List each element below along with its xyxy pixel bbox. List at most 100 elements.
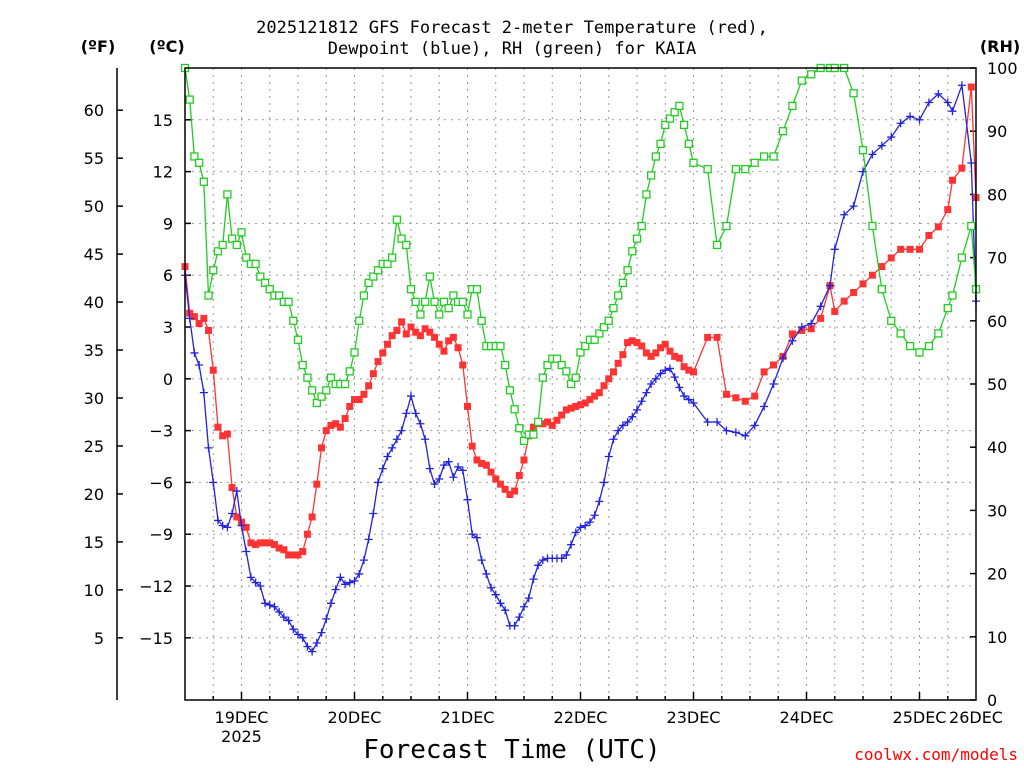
dewpoint-point xyxy=(524,594,533,603)
rh-point xyxy=(519,436,529,446)
rh-point xyxy=(345,367,354,376)
temperature-point xyxy=(770,361,778,369)
dewpoint-point xyxy=(680,392,689,401)
temperature-point xyxy=(487,468,495,476)
temperature-point xyxy=(868,271,876,279)
temperature-point xyxy=(398,318,406,326)
rh-point xyxy=(741,164,750,174)
fahrenheit-unit-label: (ºF) xyxy=(81,37,116,56)
temperature-point xyxy=(445,337,453,345)
dewpoint-point xyxy=(722,426,731,435)
rh-point xyxy=(505,386,515,395)
rh-tick-label: 60 xyxy=(987,312,1007,331)
temperature-point xyxy=(605,375,613,383)
rh-point xyxy=(529,430,538,439)
temperature-point xyxy=(647,352,655,360)
dewpoint-point xyxy=(896,119,905,128)
dewpoint-point xyxy=(213,516,222,525)
temperature-point xyxy=(685,366,693,374)
rh-point xyxy=(759,152,769,161)
rh-point xyxy=(242,253,251,262)
f-tick-label: 15 xyxy=(84,533,104,552)
rh-point xyxy=(199,177,208,186)
temperature-point xyxy=(360,390,368,398)
temperature-point xyxy=(209,366,217,374)
plot-frame xyxy=(184,67,977,701)
rh-point xyxy=(924,341,934,351)
temperature-point xyxy=(520,456,528,464)
rh-point xyxy=(232,240,241,250)
dewpoint-point xyxy=(647,380,656,388)
rh-point xyxy=(731,164,741,174)
rh-point xyxy=(472,285,482,294)
rh-point xyxy=(298,360,307,370)
c-tick-label: 9 xyxy=(163,214,173,233)
dewpoint-point xyxy=(218,521,227,530)
temperature-point xyxy=(642,349,650,357)
rh-point xyxy=(769,152,778,161)
dewpoint-point xyxy=(760,402,769,411)
rh-point xyxy=(689,158,698,167)
dewpoint-point xyxy=(915,115,924,124)
dewpoint-point xyxy=(355,569,364,578)
rh-point xyxy=(934,329,943,338)
rh-point xyxy=(227,234,237,243)
rh-point xyxy=(373,266,383,275)
rh-point xyxy=(496,341,505,351)
rh-point xyxy=(533,417,543,427)
rh-tick-label: 50 xyxy=(987,375,1007,394)
dewpoint-point xyxy=(425,464,434,473)
temperature-point xyxy=(619,351,627,359)
c-tick-label: −9 xyxy=(149,525,173,544)
temperature-point xyxy=(280,546,288,554)
credit-text[interactable]: coolwx.com/models xyxy=(854,745,1018,764)
rh-point xyxy=(646,171,656,180)
temperature-point xyxy=(577,401,584,409)
temperature-point xyxy=(859,280,867,288)
temperature-point xyxy=(478,459,486,467)
rh-point xyxy=(383,259,392,269)
temperature-point xyxy=(671,352,679,360)
temperature-point xyxy=(190,313,198,321)
dewpoint-point xyxy=(924,98,933,107)
rh-point xyxy=(642,190,651,199)
temperature-point xyxy=(760,368,768,376)
c-tick-label: 6 xyxy=(163,266,173,285)
rh-point xyxy=(501,360,510,370)
dewpoint-point xyxy=(642,388,651,397)
rh-point xyxy=(284,297,293,306)
dewpoint-point xyxy=(661,366,670,375)
dewpoint-point xyxy=(538,556,547,565)
dewpoint-point xyxy=(670,373,679,382)
temperature-point xyxy=(581,399,589,407)
rh-point xyxy=(595,329,604,338)
temperature-point xyxy=(365,382,373,390)
f-tick-label: 25 xyxy=(84,437,104,456)
dewpoint-point xyxy=(439,461,448,470)
temperature-point xyxy=(407,323,415,331)
dewpoint-point xyxy=(651,374,660,383)
dewpoint-point xyxy=(251,578,260,587)
rh-point xyxy=(722,221,731,231)
temperature-point xyxy=(242,523,250,531)
rh-point xyxy=(209,266,218,275)
dewpoint-point xyxy=(934,89,943,98)
f-tick-label: 45 xyxy=(84,245,104,264)
temperature-point xyxy=(506,491,514,499)
dewpoint-point xyxy=(369,509,378,518)
rh-point xyxy=(675,101,684,111)
temperature-point xyxy=(887,254,895,262)
rh-tick-label: 20 xyxy=(987,565,1007,584)
temperature-point xyxy=(464,402,471,410)
rh-point xyxy=(359,291,369,300)
temperature-point xyxy=(318,444,326,452)
dewpoint-point xyxy=(312,639,321,648)
dewpoint-point xyxy=(595,497,604,506)
rh-point xyxy=(868,221,877,231)
dewpoint-point xyxy=(237,521,246,530)
temperature-point xyxy=(341,415,349,423)
dewpoint-point xyxy=(454,462,463,471)
rh-point xyxy=(260,278,270,288)
rh-tick-label: 40 xyxy=(987,438,1007,457)
rh-point xyxy=(218,240,227,250)
